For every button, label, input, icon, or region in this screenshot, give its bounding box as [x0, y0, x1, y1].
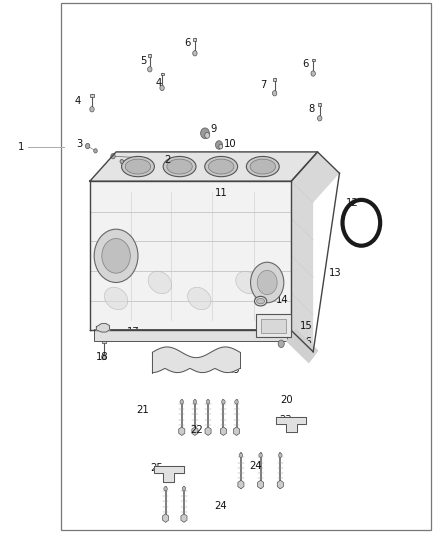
Circle shape: [85, 143, 90, 149]
Text: 20: 20: [280, 395, 293, 405]
Circle shape: [94, 149, 97, 153]
Text: 18: 18: [96, 352, 109, 362]
Polygon shape: [276, 417, 306, 432]
Bar: [90, 181, 291, 330]
Text: 25: 25: [150, 463, 162, 473]
Text: 14: 14: [276, 295, 289, 304]
Circle shape: [180, 400, 184, 404]
Circle shape: [193, 400, 197, 404]
Circle shape: [94, 229, 138, 282]
Bar: [61, 3, 431, 530]
Circle shape: [90, 107, 94, 112]
Text: 11: 11: [215, 188, 227, 198]
Circle shape: [222, 400, 225, 404]
Text: 4: 4: [74, 96, 81, 106]
Bar: [261, 319, 286, 333]
Text: 9: 9: [210, 124, 217, 134]
Circle shape: [215, 141, 223, 149]
Circle shape: [239, 453, 243, 457]
Ellipse shape: [246, 157, 279, 177]
Ellipse shape: [148, 271, 172, 294]
Text: 24: 24: [215, 502, 227, 511]
Circle shape: [160, 85, 164, 91]
Text: 10: 10: [223, 139, 236, 149]
Circle shape: [193, 51, 197, 56]
Text: 24: 24: [249, 462, 261, 471]
Bar: [318, 103, 321, 106]
Text: 5: 5: [140, 56, 147, 66]
Ellipse shape: [205, 157, 237, 177]
Polygon shape: [96, 324, 110, 332]
Ellipse shape: [254, 296, 267, 306]
Text: 22: 22: [191, 425, 203, 435]
Circle shape: [182, 487, 186, 491]
Circle shape: [257, 270, 277, 295]
Ellipse shape: [121, 157, 154, 177]
Polygon shape: [287, 329, 318, 362]
Text: 8: 8: [309, 104, 315, 114]
Text: 6: 6: [184, 38, 191, 47]
Circle shape: [111, 154, 115, 159]
Text: 2: 2: [164, 155, 171, 165]
Text: 21: 21: [136, 406, 148, 415]
Ellipse shape: [167, 159, 192, 174]
Circle shape: [201, 128, 209, 139]
Bar: [273, 78, 276, 80]
Text: 7: 7: [261, 80, 267, 90]
Text: 19: 19: [228, 366, 240, 375]
Text: 23: 23: [279, 415, 292, 425]
Text: 1: 1: [18, 142, 24, 151]
Polygon shape: [90, 152, 318, 181]
Circle shape: [279, 453, 282, 457]
Circle shape: [120, 159, 124, 164]
Bar: [94, 329, 287, 341]
Text: 16: 16: [300, 337, 313, 347]
Polygon shape: [154, 466, 184, 482]
Circle shape: [102, 239, 131, 273]
Bar: [256, 314, 291, 337]
Ellipse shape: [257, 298, 265, 304]
Polygon shape: [152, 347, 240, 373]
Circle shape: [251, 262, 284, 303]
Circle shape: [148, 67, 152, 72]
Bar: [90, 94, 93, 96]
Ellipse shape: [104, 287, 128, 310]
Circle shape: [206, 400, 210, 404]
Ellipse shape: [208, 159, 234, 174]
Bar: [160, 73, 163, 75]
Bar: [102, 340, 106, 343]
Circle shape: [205, 132, 209, 139]
Text: 13: 13: [328, 268, 341, 278]
Circle shape: [318, 116, 322, 121]
Circle shape: [102, 354, 106, 360]
Bar: [148, 54, 152, 56]
Text: 4: 4: [155, 78, 162, 87]
Text: 6: 6: [302, 59, 309, 69]
Text: 15: 15: [300, 321, 313, 331]
Bar: [194, 38, 196, 41]
Text: 17: 17: [127, 327, 140, 336]
Circle shape: [235, 400, 238, 404]
Text: 3: 3: [77, 139, 83, 149]
Circle shape: [259, 453, 262, 457]
Polygon shape: [291, 152, 339, 352]
Circle shape: [272, 91, 277, 96]
Circle shape: [278, 340, 284, 348]
Ellipse shape: [236, 271, 259, 294]
Text: 12: 12: [346, 198, 359, 207]
Ellipse shape: [125, 159, 151, 174]
Ellipse shape: [250, 159, 276, 174]
Circle shape: [164, 487, 167, 491]
Ellipse shape: [187, 287, 211, 310]
Circle shape: [219, 144, 223, 149]
Bar: [311, 59, 314, 61]
Circle shape: [311, 71, 315, 76]
Ellipse shape: [163, 157, 196, 177]
